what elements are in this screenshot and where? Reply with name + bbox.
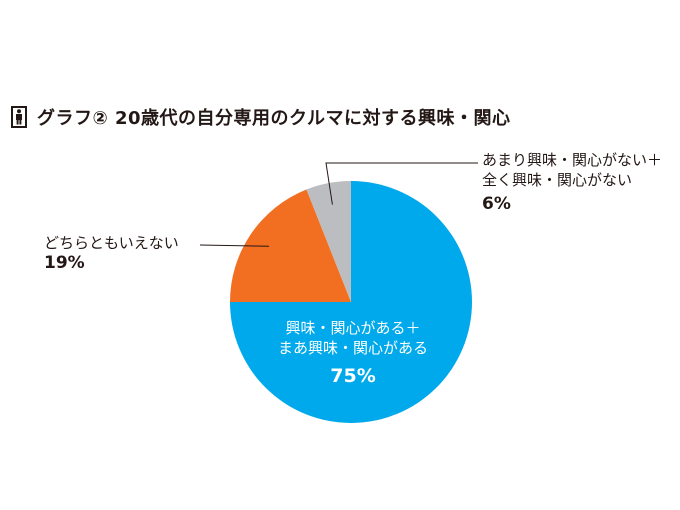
- slice-value-neutral: 19%: [44, 253, 85, 273]
- slice-label-uninterested-line2: 全く興味・関心がない: [482, 171, 633, 189]
- leader-line-neutral: [199, 244, 269, 247]
- leader-line-uninterested: [325, 162, 478, 205]
- pie-slice-neutral: [230, 189, 351, 302]
- slice-label-interested-line2: まあ興味・関心がある: [277, 339, 428, 357]
- slice-label-neutral: どちらともいえない 19%: [44, 233, 179, 273]
- slice-value-interested: 75%: [330, 365, 376, 387]
- slice-label-neutral-text: どちらともいえない: [44, 234, 179, 252]
- slice-label-interested: 興味・関心がある＋ まあ興味・関心がある 75%: [268, 318, 438, 386]
- pie-slice-uninterested: [306, 181, 351, 302]
- slice-label-interested-line1: 興味・関心がある＋: [285, 319, 421, 337]
- chart-title: グラフ② 20歳代の自分専用のクルマに対する興味・関心: [37, 108, 511, 129]
- slice-label-uninterested-line1: あまり興味・関心がない＋: [482, 151, 663, 169]
- slice-label-uninterested: あまり興味・関心がない＋ 全く興味・関心がない 6%: [482, 150, 662, 214]
- slice-value-uninterested: 6%: [482, 194, 511, 214]
- chart-title-row: グラフ② 20歳代の自分専用のクルマに対する興味・関心: [11, 104, 511, 130]
- person-icon: [11, 106, 27, 128]
